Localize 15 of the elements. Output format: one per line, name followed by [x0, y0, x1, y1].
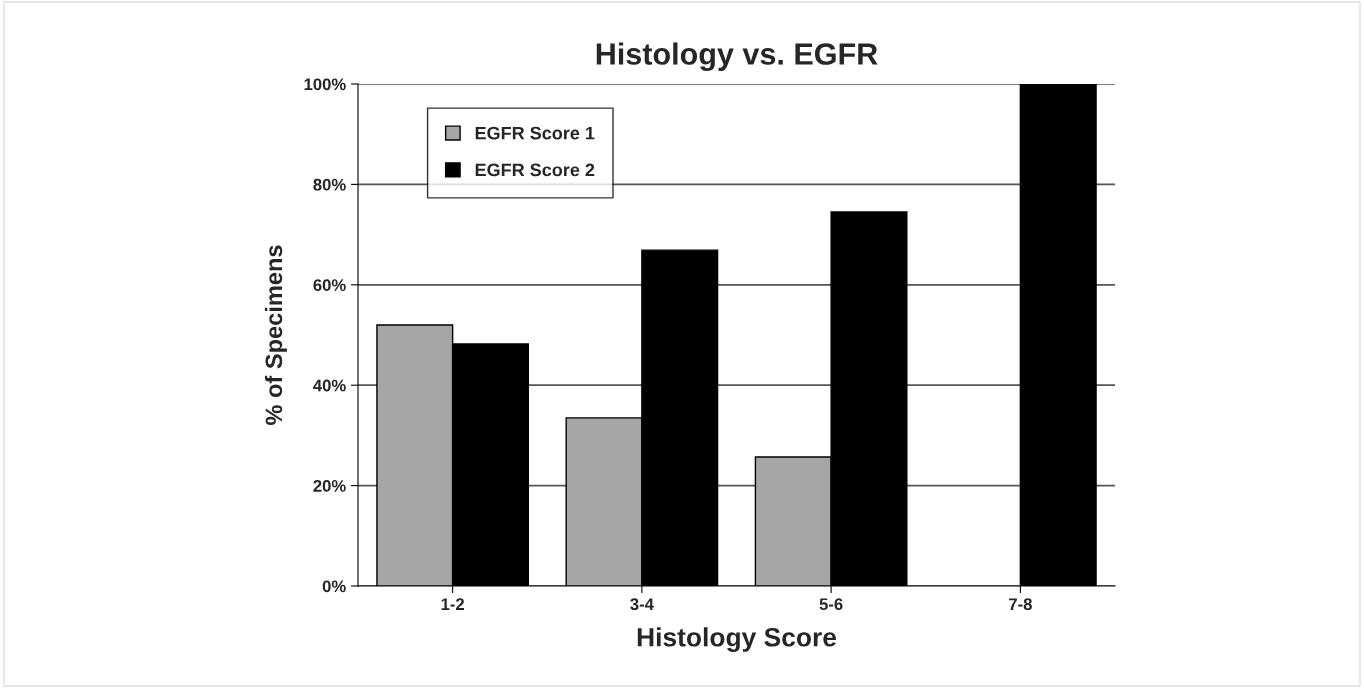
x-axis-title: Histology Score [637, 627, 837, 652]
y-axis-title: % of Specimens [264, 245, 287, 425]
chart-title: Histology vs. EGFR [596, 42, 878, 72]
x-tick-label: 3-4 [630, 598, 654, 611]
x-tick-label: 5-6 [819, 598, 843, 611]
y-tick-label: 60% [313, 279, 346, 291]
y-tick-label: 40% [313, 379, 346, 392]
y-tick-label: 100% [304, 78, 346, 91]
x-tick-label: 7-8 [1009, 598, 1032, 611]
y-tick-label: 0% [322, 580, 346, 593]
legend-label: EGFR Score 1 [475, 126, 595, 140]
legend-label: EGFR Score 2 [475, 163, 595, 177]
x-tick-label: 1-2 [441, 598, 464, 610]
y-tick-label: 80% [313, 178, 346, 191]
y-tick-label: 20% [313, 480, 346, 492]
